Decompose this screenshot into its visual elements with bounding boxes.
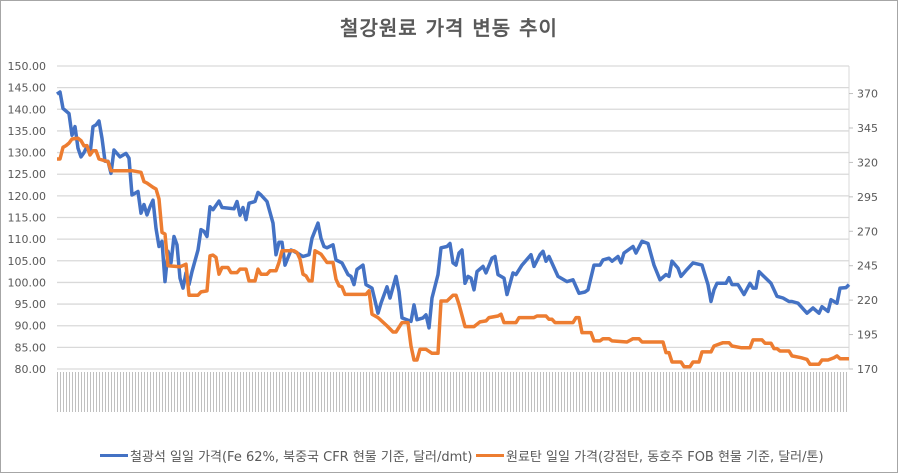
legend-item-iron-ore: 철광석 일일 가격(Fe 62%, 북중국 CFR 현물 기준, 달러/dmt) <box>100 446 472 465</box>
left-axis-tick-label: 120.00 <box>8 190 47 203</box>
right-axis-tick-label: 170 <box>857 363 878 376</box>
left-axis-tick-label: 110.00 <box>8 233 47 246</box>
right-axis-tick-label: 270 <box>857 225 878 238</box>
right-axis-tick-label: 370 <box>857 88 878 101</box>
left-axis-tick-label: 130.00 <box>8 147 47 160</box>
legend-swatch-coking-coal <box>476 454 504 457</box>
left-axis-tick-label: 140.00 <box>8 103 47 116</box>
right-axis-tick-label: 220 <box>857 294 878 307</box>
left-axis-tick-label: 125.00 <box>8 168 47 181</box>
left-axis-tick-label: 150.00 <box>8 60 47 73</box>
legend-label-iron-ore: 철광석 일일 가격(Fe 62%, 북중국 CFR 현물 기준, 달러/dmt) <box>130 450 473 465</box>
x-axis-date-labels <box>57 372 849 412</box>
left-axis-tick-label: 135.00 <box>8 125 47 138</box>
legend-item-coking-coal: 원료탄 일일 가격(강점탄, 동호주 FOB 현물 기준, 달러/톤) <box>476 446 824 465</box>
chart-title: 철강원료 가격 변동 추이 <box>340 16 558 40</box>
left-axis-tick-label: 145.00 <box>8 82 47 95</box>
right-axis-tick-label: 345 <box>857 122 878 135</box>
series-line-iron-ore <box>55 90 851 330</box>
left-axis-tick-label: 85.00 <box>15 341 47 354</box>
right-axis-tick-label: 195 <box>857 329 878 342</box>
left-axis-tick-label: 80.00 <box>15 363 47 376</box>
left-axis-tick-label: 90.00 <box>15 320 47 333</box>
legend-label-coking-coal: 원료탄 일일 가격(강점탄, 동호주 FOB 현물 기준, 달러/톤) <box>506 450 824 465</box>
left-axis-tick-label: 95.00 <box>15 298 47 311</box>
left-axis-tick-label: 105.00 <box>8 255 47 268</box>
right-axis-tick-label: 295 <box>857 191 878 204</box>
right-axis-tick-label: 320 <box>857 156 878 169</box>
legend-swatch-iron-ore <box>100 454 128 457</box>
series-line-coking-coal <box>57 136 849 369</box>
left-axis-tick-label: 100.00 <box>8 276 47 289</box>
left-axis-tick-label: 115.00 <box>8 212 47 225</box>
right-axis-tick-label: 245 <box>857 260 878 273</box>
